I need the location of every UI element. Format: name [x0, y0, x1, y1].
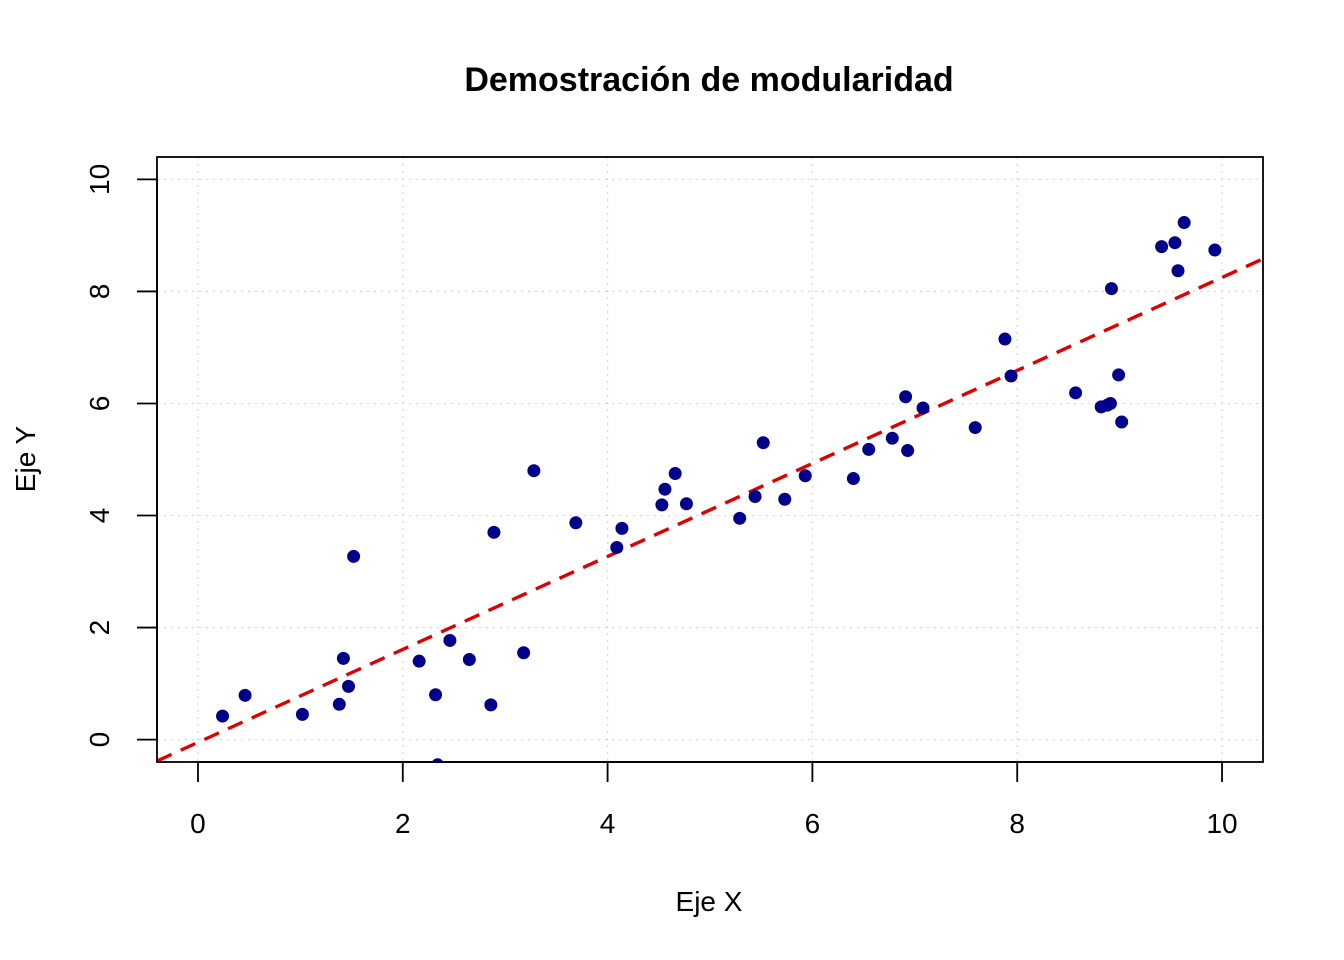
data-point — [443, 633, 457, 647]
x-tick-label: 0 — [190, 808, 206, 839]
data-point — [885, 431, 899, 445]
x-tick-label: 6 — [805, 808, 821, 839]
data-point — [658, 482, 672, 496]
data-point — [916, 401, 930, 415]
chart-title: Demostración de modularidad — [464, 61, 953, 99]
data-point — [610, 540, 624, 554]
data-point — [1104, 282, 1118, 296]
y-axis-label: Eje Y — [10, 425, 41, 492]
x-axis-label: Eje X — [676, 886, 743, 917]
y-tick-label: 10 — [84, 164, 115, 195]
data-point — [412, 654, 426, 668]
x-tick-label: 4 — [600, 808, 616, 839]
data-point — [748, 489, 762, 503]
data-point — [655, 498, 669, 512]
data-point — [462, 652, 476, 666]
data-point — [429, 688, 443, 702]
data-point — [1112, 368, 1126, 382]
data-point — [1069, 386, 1083, 400]
regression-line — [157, 257, 1263, 762]
data-point — [517, 646, 531, 660]
data-point — [431, 758, 444, 762]
data-points — [216, 216, 1222, 762]
data-point — [216, 709, 230, 723]
data-point — [295, 707, 309, 721]
data-point — [798, 469, 812, 483]
data-point — [336, 651, 350, 665]
data-point — [1155, 240, 1169, 254]
data-point — [998, 332, 1012, 346]
data-point — [615, 521, 629, 535]
data-point — [733, 511, 747, 525]
data-point — [901, 444, 915, 458]
data-point — [1004, 369, 1018, 383]
data-point — [968, 421, 982, 435]
data-point — [238, 688, 252, 702]
x-axis: 0 2 4 6 8 10 — [190, 761, 1238, 839]
data-point — [899, 390, 913, 404]
data-point — [527, 464, 541, 478]
data-point — [1208, 243, 1222, 257]
data-point — [1171, 264, 1185, 278]
fit-line-group — [157, 257, 1263, 762]
data-point — [1168, 236, 1182, 250]
y-tick-label: 2 — [84, 620, 115, 636]
x-tick-label: 10 — [1206, 808, 1237, 839]
grid-lines — [157, 157, 1263, 762]
data-point — [1103, 396, 1117, 410]
data-point — [342, 679, 356, 693]
data-point — [569, 516, 583, 530]
y-tick-label: 6 — [84, 396, 115, 412]
data-point — [679, 497, 693, 511]
data-point — [778, 492, 792, 506]
data-point — [1115, 415, 1129, 429]
data-point — [846, 472, 860, 486]
data-point — [756, 436, 770, 450]
y-tick-label: 0 — [84, 732, 115, 748]
plot-area-border — [156, 156, 1264, 763]
data-point — [332, 697, 346, 711]
y-tick-label: 8 — [84, 284, 115, 300]
y-tick-label: 4 — [84, 508, 115, 524]
data-point — [862, 442, 876, 456]
data-point — [1177, 216, 1191, 230]
data-point — [347, 549, 361, 563]
y-axis: 0 2 4 6 8 10 — [84, 164, 158, 748]
data-point — [487, 525, 501, 539]
x-tick-label: 2 — [395, 808, 411, 839]
x-tick-label: 8 — [1009, 808, 1025, 839]
data-point — [484, 698, 498, 712]
data-point — [668, 467, 682, 481]
